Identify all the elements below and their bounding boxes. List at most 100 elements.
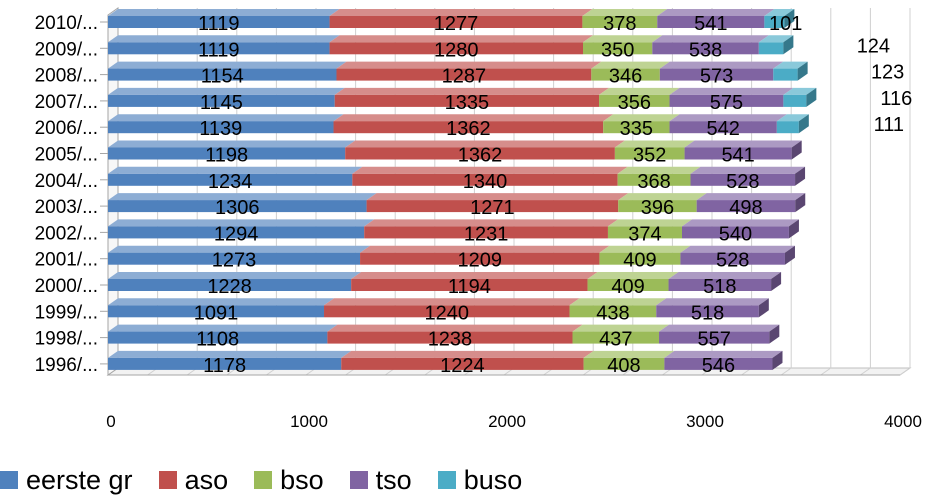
bar-top-face bbox=[657, 9, 775, 16]
bar-top-face bbox=[351, 272, 598, 279]
data-label: 557 bbox=[697, 329, 730, 351]
bar-segment-eerste-gr bbox=[108, 16, 330, 28]
bar-segment-aso bbox=[329, 16, 583, 28]
bar-segment-bso bbox=[603, 121, 670, 134]
category-label: 1998/... bbox=[35, 329, 98, 350]
data-label: 356 bbox=[618, 92, 651, 114]
data-label: 1280 bbox=[434, 39, 479, 61]
data-label: 346 bbox=[609, 66, 642, 88]
bar-segment-aso bbox=[360, 252, 600, 265]
bar-segment-tso bbox=[696, 200, 796, 213]
data-label: 1277 bbox=[434, 13, 479, 35]
bar-top-face bbox=[690, 166, 806, 174]
legend-item: aso bbox=[158, 464, 229, 496]
gridline-floor bbox=[780, 367, 792, 376]
category-label: 2003/... bbox=[35, 197, 98, 218]
data-label: 438 bbox=[596, 302, 629, 324]
bar-end-face bbox=[758, 298, 769, 318]
bar-top-face bbox=[618, 193, 707, 201]
data-label: 1108 bbox=[196, 329, 239, 351]
bar-top-face bbox=[669, 87, 794, 95]
bar-top-face bbox=[324, 298, 580, 306]
bar-segment-tso bbox=[668, 279, 772, 291]
data-label: 1231 bbox=[464, 223, 509, 245]
bar-segment-bso bbox=[614, 147, 685, 160]
data-label: 111 bbox=[874, 114, 904, 136]
bar-top-face bbox=[108, 140, 356, 148]
category-label: 2004/... bbox=[35, 171, 98, 192]
bar-top-face bbox=[345, 140, 625, 148]
data-label: 116 bbox=[880, 88, 912, 110]
data-label: 1224 bbox=[440, 355, 485, 377]
bar-top-face bbox=[603, 114, 680, 122]
bar-top-face bbox=[108, 193, 377, 201]
data-label: 1119 bbox=[198, 13, 240, 35]
legend-swatch bbox=[437, 471, 456, 489]
bar-top-face bbox=[583, 350, 675, 358]
data-label: 1154 bbox=[201, 66, 244, 88]
data-label: 1228 bbox=[207, 276, 252, 298]
bar-top-face bbox=[108, 35, 340, 43]
data-label: 528 bbox=[716, 250, 749, 272]
bar-top-face bbox=[108, 114, 344, 122]
bar-segment-aso bbox=[351, 279, 588, 291]
x-tick-label: 4000 bbox=[884, 412, 922, 431]
bar-segment-tso bbox=[652, 42, 759, 55]
bar-segment-bso bbox=[572, 331, 660, 344]
category-label: 2001/... bbox=[35, 250, 98, 271]
bar-top-face bbox=[599, 87, 680, 95]
legend-swatch bbox=[158, 471, 177, 489]
gridline-floor bbox=[820, 367, 832, 376]
legend-label: buso bbox=[463, 464, 523, 495]
legend-item: tso bbox=[349, 465, 412, 496]
bar-top-face bbox=[773, 61, 808, 69]
bar-end-face bbox=[784, 245, 795, 265]
legend-item: buso bbox=[437, 464, 523, 496]
legend-swatch bbox=[0, 471, 18, 489]
data-label: 1340 bbox=[463, 171, 508, 193]
bar-end-face bbox=[771, 272, 782, 291]
bar-segment-tso bbox=[690, 173, 796, 186]
bar-segment-aso bbox=[336, 68, 592, 81]
data-label: 101 bbox=[769, 13, 802, 35]
bar-top-face bbox=[656, 298, 769, 306]
bar-segment-aso bbox=[334, 94, 600, 107]
bar-segment-eerste-gr bbox=[108, 226, 365, 239]
data-label: 546 bbox=[702, 355, 735, 377]
data-label: 528 bbox=[726, 171, 759, 193]
bar-top-face bbox=[360, 245, 610, 253]
bar-top-face bbox=[108, 9, 340, 16]
data-label: 1362 bbox=[458, 145, 503, 167]
bar-top-face bbox=[364, 219, 618, 227]
data-label: 1287 bbox=[442, 66, 487, 88]
data-label: 408 bbox=[607, 355, 640, 377]
bar-segment-eerste-gr bbox=[108, 147, 346, 160]
bar-segment-aso bbox=[329, 42, 584, 55]
category-label: 2000/... bbox=[35, 276, 98, 297]
bar-top-face bbox=[659, 61, 784, 69]
x-tick-label: 1000 bbox=[290, 412, 328, 431]
legend-label: aso bbox=[184, 464, 229, 495]
bar-top-face bbox=[352, 166, 628, 174]
data-label: 541 bbox=[721, 145, 754, 167]
bar-segment-tso bbox=[682, 226, 789, 239]
bar-top-face bbox=[669, 114, 787, 122]
bar-segment-tso bbox=[669, 94, 784, 107]
bar-top-face bbox=[329, 35, 594, 43]
bar-segment-bso bbox=[591, 68, 660, 81]
bar-top-face bbox=[696, 193, 806, 201]
bar-segment-buso bbox=[783, 94, 807, 107]
bar-top-face bbox=[659, 324, 780, 332]
data-label: 1209 bbox=[457, 250, 502, 272]
bar-end-face bbox=[788, 219, 799, 239]
data-label: 498 bbox=[729, 197, 762, 219]
bar-segment-eerste-gr bbox=[108, 357, 342, 370]
bar-top-face bbox=[617, 166, 701, 174]
data-label: 1294 bbox=[214, 223, 259, 245]
bar-top-face bbox=[329, 9, 593, 16]
bar-segment-aso bbox=[352, 173, 618, 186]
bar-segment-buso bbox=[758, 42, 784, 55]
bar-segment-tso bbox=[659, 331, 770, 344]
bar-top-face bbox=[108, 61, 347, 69]
data-label: 575 bbox=[710, 92, 743, 114]
